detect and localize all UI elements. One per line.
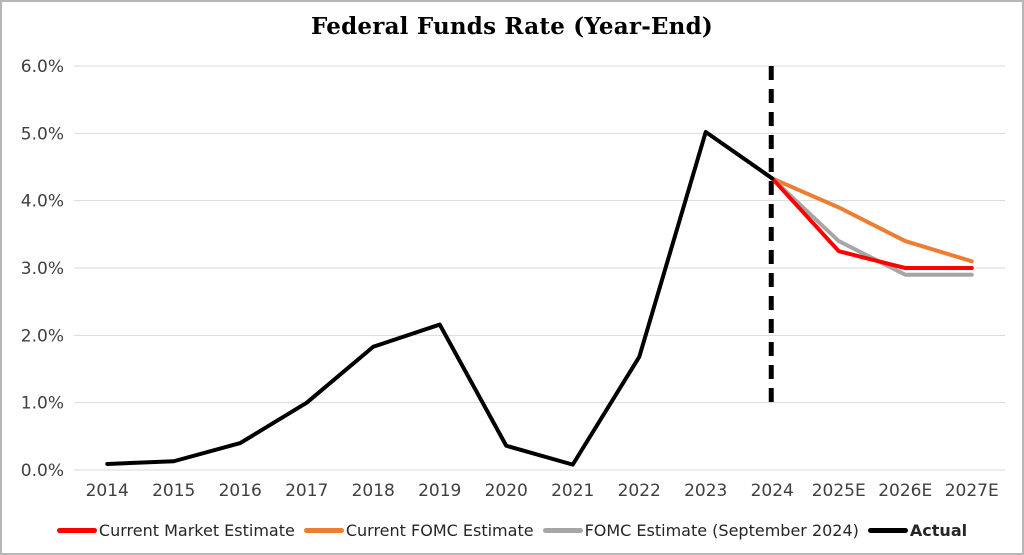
x-axis-tick-label: 2025E xyxy=(812,481,866,501)
x-axis-tick-label: 2017 xyxy=(285,481,328,501)
x-axis-tick-label: 2014 xyxy=(86,481,129,501)
x-axis-tick-label: 2024 xyxy=(751,481,794,501)
legend-item: Current Market Estimate xyxy=(56,521,295,540)
legend-label: FOMC Estimate (September 2024) xyxy=(584,521,859,540)
legend-item: Current FOMC Estimate xyxy=(303,521,534,540)
legend-item: Actual xyxy=(867,521,968,540)
series-line-actual xyxy=(105,129,775,467)
x-axis-tick-label: 2019 xyxy=(418,481,461,501)
y-axis-tick-label: 2.0% xyxy=(21,326,64,346)
legend-line-swatch xyxy=(542,528,583,533)
y-axis-tick-label: 6.0% xyxy=(21,57,64,77)
legend-line-swatch xyxy=(867,528,908,533)
x-axis-tick-label: 2016 xyxy=(219,481,262,501)
x-axis-tick-label: 2027E xyxy=(945,481,999,501)
legend-line-swatch xyxy=(303,528,344,533)
chart-title: Federal Funds Rate (Year-End) xyxy=(311,13,713,40)
series-line-current-market-estimate xyxy=(770,176,974,270)
y-axis-tick-label: 0.0% xyxy=(21,461,64,481)
legend-item: FOMC Estimate (September 2024) xyxy=(542,521,859,540)
x-axis-tick-label: 2026E xyxy=(878,481,932,501)
x-axis-tick-label: 2022 xyxy=(618,481,661,501)
x-axis-tick-label: 2018 xyxy=(352,481,395,501)
y-axis-tick-label: 5.0% xyxy=(21,124,64,144)
x-axis-tick-label: 2021 xyxy=(551,481,594,501)
x-axis-tick-label: 2023 xyxy=(684,481,727,501)
legend-label: Actual xyxy=(909,521,968,540)
x-axis-tick-label: 2015 xyxy=(152,481,195,501)
y-axis-tick-label: 1.0% xyxy=(21,394,64,414)
x-axis-tick-label: 2020 xyxy=(485,481,528,501)
y-axis-tick-label: 4.0% xyxy=(21,192,64,212)
legend-label: Current Market Estimate xyxy=(98,521,295,540)
legend-label: Current FOMC Estimate xyxy=(345,521,534,540)
legend-line-swatch xyxy=(56,528,97,533)
legend: Current Market Estimate Current FOMC Esti… xyxy=(2,521,1022,540)
y-axis-tick-label: 3.0% xyxy=(21,259,64,279)
series-line-current-fomc-estimate xyxy=(770,176,974,264)
